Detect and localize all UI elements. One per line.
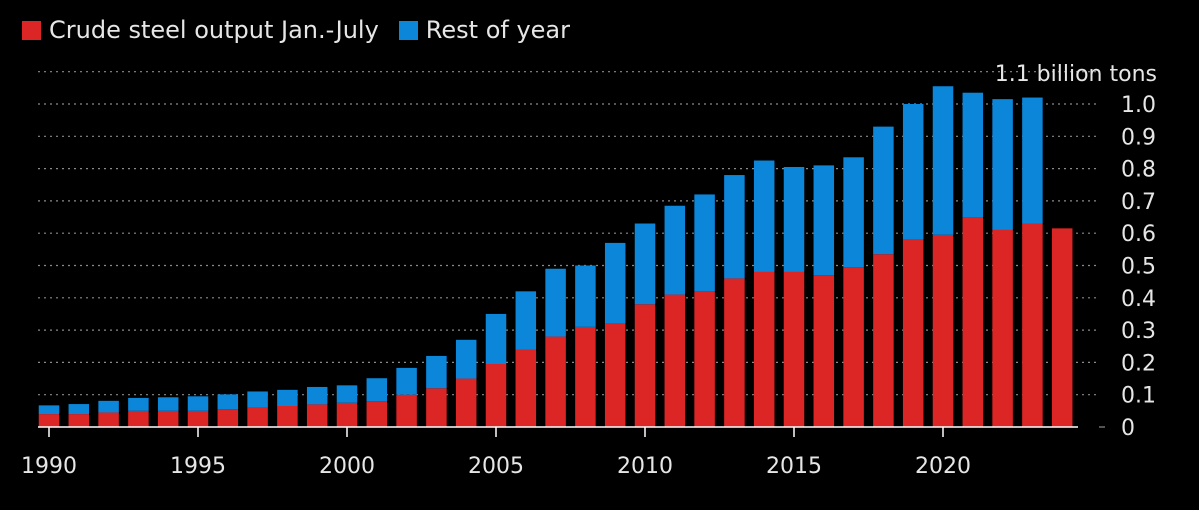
y-tick-label: 0.7	[1121, 190, 1156, 215]
legend-swatch-jan-july	[22, 20, 41, 40]
bar-jan-july-1997	[247, 407, 268, 427]
bar-jan-july-1992	[98, 412, 119, 427]
bar-jan-july-2016	[813, 275, 835, 427]
bar-rest-of-year-2019	[902, 104, 924, 240]
bar-rest-of-year-2002	[396, 367, 417, 395]
bar-rest-of-year-2014	[753, 160, 775, 272]
legend-item-rest-of-year: Rest of year	[398, 16, 570, 44]
y-tick-label: 0.1	[1121, 384, 1156, 409]
x-tick-label: 1995	[170, 454, 226, 479]
legend: Crude steel output Jan.-July Rest of yea…	[22, 16, 570, 44]
bar-rest-of-year-1996	[217, 394, 239, 410]
bar-jan-july-1991	[68, 414, 90, 427]
bar-jan-july-2006	[515, 349, 537, 427]
bar-jan-july-2008	[575, 326, 596, 427]
bar-rest-of-year-2020	[932, 86, 954, 235]
y-tick-label: 0.6	[1121, 222, 1156, 247]
unit-label: 1.1 billion tons	[995, 62, 1157, 87]
legend-swatch-rest-of-year	[398, 20, 418, 40]
bar-jan-july-2011	[664, 294, 686, 427]
x-tick-label: 2020	[915, 454, 971, 479]
bar-jan-july-2003	[426, 388, 447, 427]
bar-rest-of-year-2005	[485, 313, 507, 365]
bar-jan-july-2014	[753, 271, 775, 427]
bar-jan-july-2024	[1051, 228, 1073, 427]
bar-jan-july-2010	[634, 304, 656, 427]
x-tick-label: 2015	[766, 454, 822, 479]
bar-rest-of-year-1991	[68, 404, 90, 415]
bar-rest-of-year-2023	[1022, 97, 1043, 224]
bar-jan-july-1999	[306, 404, 328, 427]
bar-jan-july-2020	[932, 234, 954, 427]
bar-jan-july-2012	[694, 291, 715, 427]
x-tick-label: 2005	[468, 454, 524, 479]
y-tick-label: 0.4	[1121, 287, 1156, 312]
legend-label-rest-of-year: Rest of year	[425, 16, 570, 44]
y-tick-label: 1.0	[1121, 93, 1156, 118]
bar-rest-of-year-1998	[277, 389, 298, 407]
bar-jan-july-1995	[187, 410, 209, 427]
bar-rest-of-year-1997	[247, 391, 268, 408]
x-tick-label: 2000	[319, 454, 375, 479]
bar-rest-of-year-2017	[843, 157, 864, 268]
bar-rest-of-year-2011	[664, 205, 686, 295]
bars	[38, 86, 1073, 427]
y-tick-label: 0	[1121, 416, 1135, 441]
bar-jan-july-2000	[336, 402, 358, 427]
legend-item-jan-july: Crude steel output Jan.-July	[22, 16, 379, 44]
bar-rest-of-year-2006	[515, 291, 537, 350]
bar-jan-july-2007	[545, 336, 566, 427]
bar-rest-of-year-1994	[157, 397, 179, 411]
bar-rest-of-year-1992	[98, 400, 119, 413]
bar-rest-of-year-2018	[873, 126, 894, 255]
bar-jan-july-2019	[902, 239, 924, 427]
bar-rest-of-year-2008	[575, 265, 596, 327]
y-tick-label: 0.9	[1121, 125, 1156, 150]
bar-jan-july-2023	[1022, 223, 1043, 427]
bar-rest-of-year-2012	[694, 194, 715, 292]
y-tick-label: 0.2	[1121, 351, 1156, 376]
bar-rest-of-year-1999	[306, 386, 328, 405]
bar-jan-july-2005	[485, 364, 507, 427]
bar-rest-of-year-2013	[724, 175, 745, 279]
bar-rest-of-year-2004	[455, 339, 477, 379]
bar-jan-july-2004	[455, 378, 477, 427]
bar-rest-of-year-2003	[426, 355, 447, 389]
bar-jan-july-2001	[366, 401, 388, 427]
bar-jan-july-1993	[128, 410, 149, 427]
axes: 0 0.1 0.2 0.3 0.4 0.5 0.6 0.7 0.8 0.9 1.0 1990 1995 2…	[21, 93, 1156, 479]
bar-rest-of-year-2001	[366, 378, 388, 402]
bar-rest-of-year-2016	[813, 165, 835, 276]
bar-rest-of-year-2021	[962, 92, 984, 218]
bar-jan-july-1990	[38, 414, 60, 427]
y-tick-label: 0.5	[1121, 255, 1156, 280]
bar-jan-july-2022	[992, 229, 1013, 427]
bar-jan-july-2017	[843, 267, 864, 427]
bar-rest-of-year-2009	[604, 242, 626, 324]
bar-rest-of-year-1995	[187, 396, 209, 411]
bar-jan-july-2021	[962, 217, 984, 427]
y-tick-label: 0.8	[1121, 158, 1156, 183]
bar-jan-july-2015	[783, 271, 805, 427]
bar-rest-of-year-1993	[128, 397, 149, 411]
bar-jan-july-1994	[157, 410, 179, 427]
x-tick-label: 1990	[21, 454, 77, 479]
y-tick-label: 0.3	[1121, 319, 1156, 344]
bar-jan-july-2009	[604, 323, 626, 427]
bar-jan-july-1996	[217, 409, 239, 427]
bar-rest-of-year-2022	[992, 99, 1013, 230]
bar-jan-july-2002	[396, 394, 417, 427]
bar-jan-july-1998	[277, 406, 298, 427]
bar-rest-of-year-1990	[38, 405, 60, 415]
bar-rest-of-year-2015	[783, 166, 805, 272]
bar-rest-of-year-2007	[545, 268, 566, 337]
legend-label-jan-july: Crude steel output Jan.-July	[49, 16, 379, 44]
x-tick-label: 2010	[617, 454, 673, 479]
bar-jan-july-2018	[873, 254, 894, 427]
bar-jan-july-2013	[724, 278, 745, 427]
bar-rest-of-year-2000	[336, 385, 358, 403]
bar-rest-of-year-2010	[634, 223, 656, 305]
